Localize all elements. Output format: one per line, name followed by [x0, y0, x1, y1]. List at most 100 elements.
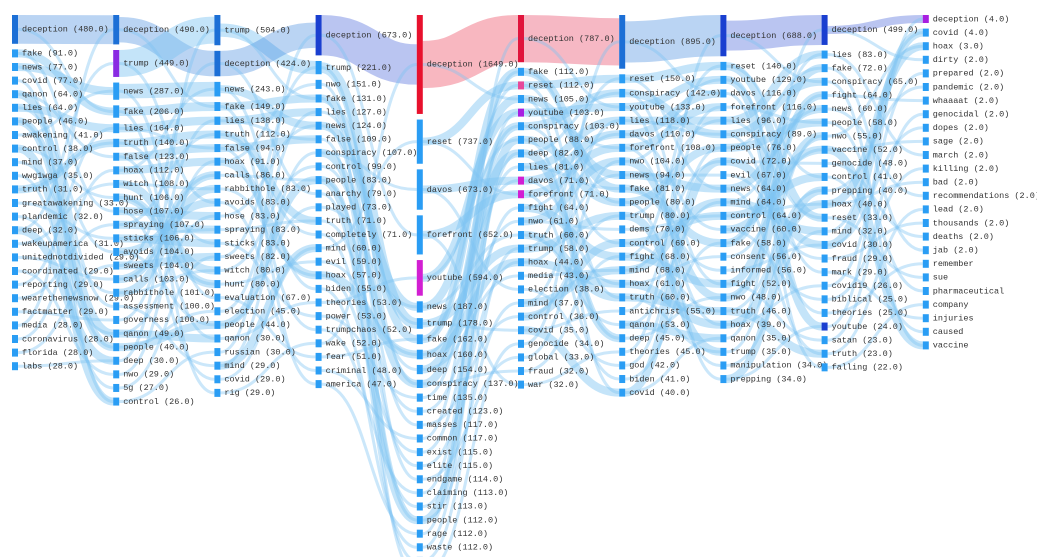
flow: [220, 66, 316, 259]
node-label: lies (118.0): [629, 116, 690, 126]
flow: [624, 157, 721, 302]
flow: [118, 62, 215, 268]
node-label: pharmaceutical: [933, 286, 1004, 296]
node-bar: [214, 130, 221, 139]
flow: [119, 214, 215, 336]
node-bar: [113, 15, 120, 45]
flow: [624, 157, 722, 397]
flow: [119, 182, 215, 191]
node-bar: [821, 281, 828, 290]
node-label: fight (52.0): [730, 279, 791, 289]
node-label: covid (4.0): [933, 28, 989, 38]
node-label: witch (108.0): [123, 179, 189, 189]
node-label: lies (83.0): [832, 50, 888, 60]
node-label: greatawakening (33.0): [22, 198, 129, 208]
node-label: truth (71.0): [326, 216, 387, 226]
node-bar: [922, 164, 929, 173]
node-label: control (36.0): [528, 312, 599, 322]
flow: [726, 77, 822, 139]
flow: [422, 206, 519, 508]
node-label: news (124.0): [326, 121, 387, 131]
flow: [321, 33, 418, 237]
flow: [422, 274, 519, 372]
node-bar: [922, 219, 929, 227]
flow: [220, 82, 316, 164]
flow: [17, 201, 114, 240]
node-bar: [416, 434, 423, 443]
flow: [421, 135, 520, 525]
flow: [827, 121, 923, 293]
node-label: fake (162.0): [427, 335, 488, 345]
flow: [624, 105, 721, 313]
node-label: people (46.0): [22, 117, 88, 127]
node-bar: [619, 157, 626, 166]
node-bar: [922, 15, 929, 23]
node-bar: [720, 361, 727, 370]
flow: [625, 336, 721, 395]
node-bar: [416, 502, 423, 511]
node-label: elite (115.0): [427, 461, 493, 471]
node-label: anarchy (79.0): [326, 189, 397, 199]
node-label: fake (131.0): [326, 94, 387, 104]
flow: [625, 75, 721, 112]
node-bar: [315, 216, 322, 225]
node-bar: [12, 226, 18, 235]
node-bar: [315, 189, 322, 198]
flow: [725, 64, 823, 248]
flow: [119, 81, 215, 99]
node-bar: [922, 287, 929, 295]
flow: [725, 91, 823, 288]
node-label: wwg1wga (35.0): [22, 171, 93, 181]
node-bar: [821, 213, 828, 222]
flow: [321, 219, 418, 413]
node-bar: [720, 157, 727, 166]
node-bar: [922, 42, 929, 51]
node-bar: [113, 329, 120, 338]
node-label: sue: [933, 273, 948, 283]
node-bar: [821, 322, 828, 331]
node-label: truth (60.0): [629, 293, 690, 303]
flow: [624, 198, 721, 275]
flow: [726, 134, 822, 354]
node-bar: [922, 151, 929, 159]
flow: [422, 70, 519, 440]
flow: [523, 211, 620, 253]
node-label: conspiracy (89.0): [730, 130, 817, 140]
flow: [119, 126, 215, 150]
flow: [17, 92, 114, 159]
flow: [422, 369, 519, 386]
node-bar: [12, 253, 18, 262]
node-bar: [518, 15, 524, 63]
flow: [119, 329, 215, 343]
flow: [321, 260, 417, 357]
flow: [625, 77, 721, 191]
node-bar: [315, 339, 322, 348]
node-bar: [821, 295, 828, 304]
node-label: youtube (129.0): [730, 75, 807, 85]
flow: [220, 135, 316, 153]
node-label: fake (58.0): [730, 238, 786, 248]
node-label: covid (30.0): [832, 240, 893, 250]
flow: [119, 198, 215, 256]
flow: [726, 53, 822, 245]
node-label: truth (23.0): [832, 349, 893, 359]
node-bar: [214, 334, 221, 343]
node-label: reporting (29.0): [22, 280, 104, 290]
flow: [17, 215, 114, 336]
node-bar: [315, 230, 322, 239]
node-bar: [619, 198, 626, 207]
node-bar: [922, 69, 929, 78]
flow: [119, 220, 215, 234]
node-label: lies (164.0): [123, 123, 184, 133]
node-bar: [113, 152, 120, 161]
flow: [119, 155, 215, 340]
flow: [827, 17, 924, 329]
node-label: prepping (34.0): [730, 374, 807, 384]
node-bar: [214, 171, 221, 180]
node-bar: [315, 94, 322, 103]
node-label: florida (28.0): [22, 348, 93, 358]
node-bar: [922, 314, 929, 323]
flow: [422, 190, 519, 239]
flow: [422, 233, 519, 309]
node-label: genocidal (2.0): [933, 109, 1010, 119]
